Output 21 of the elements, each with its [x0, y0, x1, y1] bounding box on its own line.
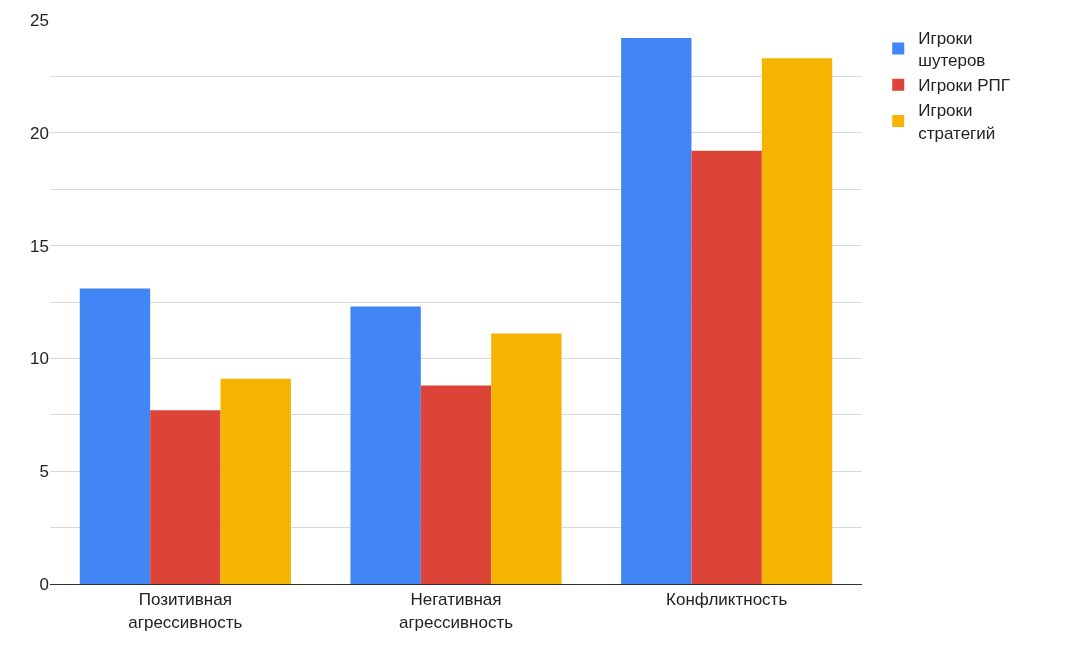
x-tick-label: Конфликтность — [666, 590, 788, 610]
bar — [350, 306, 421, 584]
bar — [79, 288, 151, 584]
bar — [491, 333, 562, 584]
bar — [150, 410, 221, 584]
bar — [420, 385, 492, 584]
bar — [761, 58, 833, 584]
legend-label: Игроки шутеров — [918, 29, 986, 71]
bar — [691, 150, 762, 584]
x-tick-label: Позитивная агрессивность — [128, 590, 243, 632]
y-tick-label: 15 — [30, 236, 49, 256]
y-tick-label: 25 — [30, 10, 49, 30]
y-tick-label: 10 — [30, 349, 49, 369]
bar — [220, 378, 291, 584]
y-tick-label: 20 — [30, 123, 49, 143]
x-tick-label: Негативная агрессивность — [398, 590, 514, 632]
bar — [621, 38, 692, 584]
legend-label: Игроки РПГ — [918, 76, 1010, 96]
legend-label: Игроки стратегий — [918, 101, 996, 143]
y-tick-label: 0 — [39, 574, 49, 594]
y-tick-label: 5 — [39, 462, 49, 482]
